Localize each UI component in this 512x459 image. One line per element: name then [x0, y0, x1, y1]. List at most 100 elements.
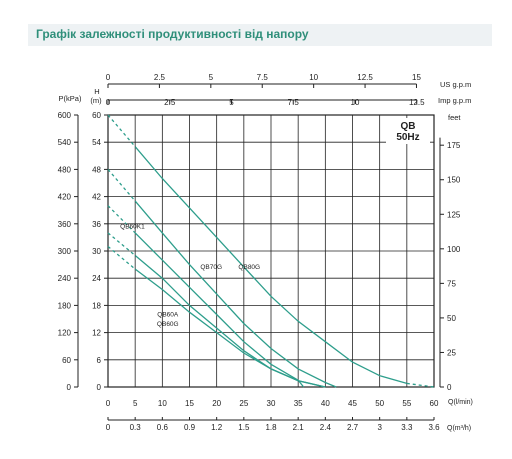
- head-tick-label: 30: [92, 247, 101, 256]
- imp-gpm-tick-label: 2.5: [164, 98, 176, 107]
- model-label-box: [386, 118, 430, 144]
- flow-m3h-tick-label: 0: [106, 423, 111, 432]
- flow-lmin-tick-label: 15: [185, 399, 194, 408]
- us-gpm-tick-label: 2.5: [154, 73, 166, 82]
- series-label: QB60A: [157, 312, 179, 319]
- curve-dashed-segment: [107, 205, 136, 234]
- flow-m3h-axis-label: Q(m³/h): [447, 425, 471, 432]
- pressure-tick-label: 540: [58, 138, 72, 147]
- pressure-tick-label: 300: [58, 247, 72, 256]
- flow-m3h-tick-label: 1.2: [211, 423, 223, 432]
- feet-tick-label: 25: [447, 348, 456, 357]
- feet-tick-label: 175: [447, 141, 461, 150]
- flow-lmin-tick-label: 25: [239, 399, 248, 408]
- us-gpm-tick-label: 15: [412, 73, 421, 82]
- imp-gpm-tick-label: 0: [106, 98, 111, 107]
- series-label: QB70G: [200, 264, 222, 271]
- curve-dashed-segment: [107, 168, 136, 202]
- head-axis-label: H: [94, 87, 99, 96]
- pressure-tick-label: 60: [62, 356, 71, 365]
- us-gpm-tick-label: 10: [309, 73, 318, 82]
- curve-dashed-segment: [107, 232, 136, 256]
- title-banner: Графік залежності продуктивності від нап…: [28, 24, 492, 46]
- pressure-tick-label: 180: [58, 301, 72, 310]
- flow-lmin-tick-label: 40: [321, 399, 330, 408]
- flow-lmin-tick-label: 55: [402, 399, 411, 408]
- series-label: QB60G: [157, 321, 179, 328]
- feet-tick-label: 0: [447, 383, 452, 392]
- flow-lmin-tick-label: 20: [212, 399, 221, 408]
- imp-gpm-tick-label: 10: [351, 98, 360, 107]
- pressure-tick-label: 600: [58, 111, 72, 120]
- imp-gpm-tick-label: 5: [229, 98, 234, 107]
- flow-m3h-tick-label: 1.8: [265, 423, 277, 432]
- chart-axes: 060120180240300360420480540600P(kPa)0612…: [58, 73, 473, 432]
- chart-grid: [107, 114, 435, 388]
- us-gpm-tick-label: 5: [209, 73, 214, 82]
- series-label: QB60K1: [120, 223, 145, 230]
- flow-m3h-tick-label: 0.6: [157, 423, 169, 432]
- flow-lmin-tick-label: 10: [158, 399, 167, 408]
- model-label-name: QB: [401, 121, 416, 132]
- model-label-freq: 50Hz: [396, 132, 419, 143]
- us-gpm-axis-label: US g.p.m: [440, 80, 471, 89]
- head-tick-label: 36: [92, 220, 101, 229]
- feet-tick-label: 75: [447, 279, 456, 288]
- chart-curves: [107, 114, 435, 388]
- head-tick-label: 54: [92, 138, 101, 147]
- flow-lmin-tick-label: 35: [294, 399, 303, 408]
- flow-m3h-tick-label: 0.3: [130, 423, 142, 432]
- flow-m3h-tick-label: 2.4: [320, 423, 332, 432]
- head-axis-unit: (m): [90, 96, 102, 105]
- head-tick-label: 12: [92, 329, 101, 338]
- pressure-tick-label: 480: [58, 165, 72, 174]
- flow-lmin-axis-label: Q(l/min): [448, 399, 473, 406]
- head-tick-label: 48: [92, 165, 101, 174]
- flow-m3h-tick-label: 2.7: [347, 423, 359, 432]
- us-gpm-tick-label: 7.5: [257, 73, 269, 82]
- flow-lmin-tick-label: 50: [375, 399, 384, 408]
- us-gpm-tick-label: 12.5: [357, 73, 373, 82]
- head-tick-label: 24: [92, 274, 101, 283]
- chart-title: Графік залежності продуктивності від нап…: [36, 27, 309, 41]
- flow-m3h-tick-label: 3.6: [428, 423, 440, 432]
- flow-lmin-tick-label: 5: [133, 399, 138, 408]
- flow-m3h-tick-label: 0.9: [184, 423, 196, 432]
- imp-gpm-tick-label: 12.5: [409, 98, 425, 107]
- curve-dashed-segment: [107, 246, 136, 270]
- flow-lmin-tick-label: 45: [348, 399, 357, 408]
- flow-m3h-tick-label: 3: [377, 423, 382, 432]
- flow-m3h-tick-label: 3.3: [401, 423, 413, 432]
- curve-qb80g: [134, 146, 407, 385]
- feet-tick-label: 100: [447, 245, 461, 254]
- curve-qb60g: [134, 268, 326, 388]
- feet-axis-label: feet: [448, 113, 461, 122]
- flow-m3h-tick-label: 2.1: [293, 423, 305, 432]
- curve-qb60k1: [134, 232, 305, 388]
- feet-tick-label: 50: [447, 314, 456, 323]
- flow-m3h-tick-label: 1.5: [238, 423, 250, 432]
- head-tick-label: 18: [92, 301, 101, 310]
- head-tick-label: 60: [92, 111, 101, 120]
- feet-tick-label: 125: [447, 210, 461, 219]
- head-tick-label: 42: [92, 193, 101, 202]
- imp-gpm-axis-label: Imp g.p.m: [438, 96, 471, 105]
- pressure-tick-label: 420: [58, 193, 72, 202]
- head-tick-label: 0: [97, 383, 102, 392]
- series-label: QB80G: [238, 264, 260, 271]
- flow-lmin-tick-label: 30: [267, 399, 276, 408]
- pressure-tick-label: 360: [58, 220, 72, 229]
- pressure-axis-label: P(kPa): [59, 94, 82, 103]
- us-gpm-tick-label: 0: [106, 73, 111, 82]
- flow-lmin-tick-label: 0: [106, 399, 111, 408]
- flow-lmin-tick-label: 60: [430, 399, 439, 408]
- curve-dashed-segment: [107, 114, 136, 148]
- pressure-tick-label: 240: [58, 274, 72, 283]
- feet-tick-label: 150: [447, 176, 461, 185]
- pressure-tick-label: 0: [67, 383, 72, 392]
- head-tick-label: 6: [97, 356, 102, 365]
- curve-qb70g: [134, 200, 337, 388]
- curve-dashed-segment: [406, 382, 435, 388]
